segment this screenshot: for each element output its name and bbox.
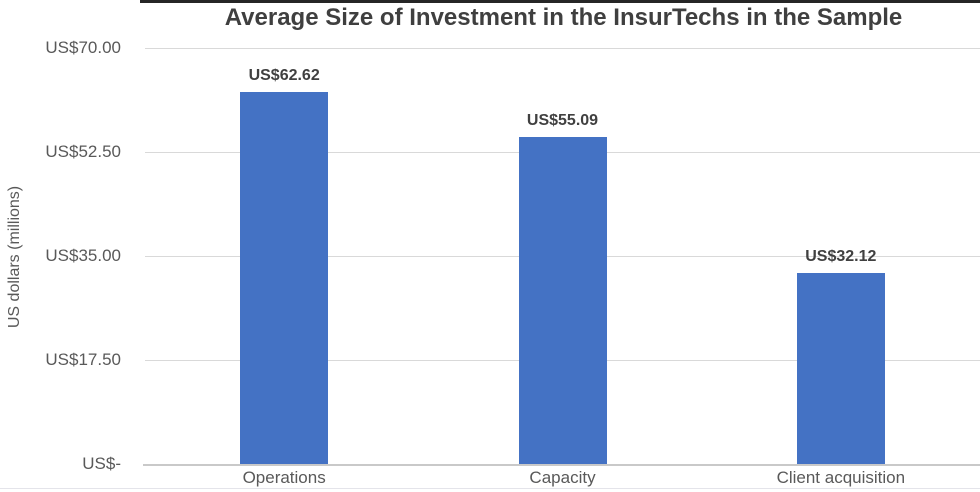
gridline (145, 48, 980, 49)
x-category-label-operations: Operations (242, 468, 326, 487)
bar-capacity (518, 136, 607, 466)
y-tick-label: US$35.00 (45, 246, 121, 265)
y-tick-label: US$- (82, 454, 121, 473)
data-label-capacity: US$55.09 (526, 111, 599, 129)
bar-operations (240, 91, 329, 466)
data-label-operations: US$62.62 (248, 66, 320, 84)
y-tick-label: US$17.50 (45, 350, 121, 369)
y-tick-label: US$52.50 (45, 142, 121, 161)
chart-top-border (140, 0, 980, 3)
x-axis-line (143, 464, 980, 466)
chart-title: Average Size of Investment in the InsurT… (224, 4, 903, 31)
x-category-label-client-acquisition: Client acquisition (776, 468, 906, 487)
data-label-client-acquisition: US$32.12 (805, 248, 877, 266)
bar-client-acquisition (796, 273, 885, 466)
y-tick-label: US$70.00 (45, 38, 121, 57)
x-category-label-capacity: Capacity (529, 468, 596, 487)
page-divider-line (0, 488, 980, 489)
